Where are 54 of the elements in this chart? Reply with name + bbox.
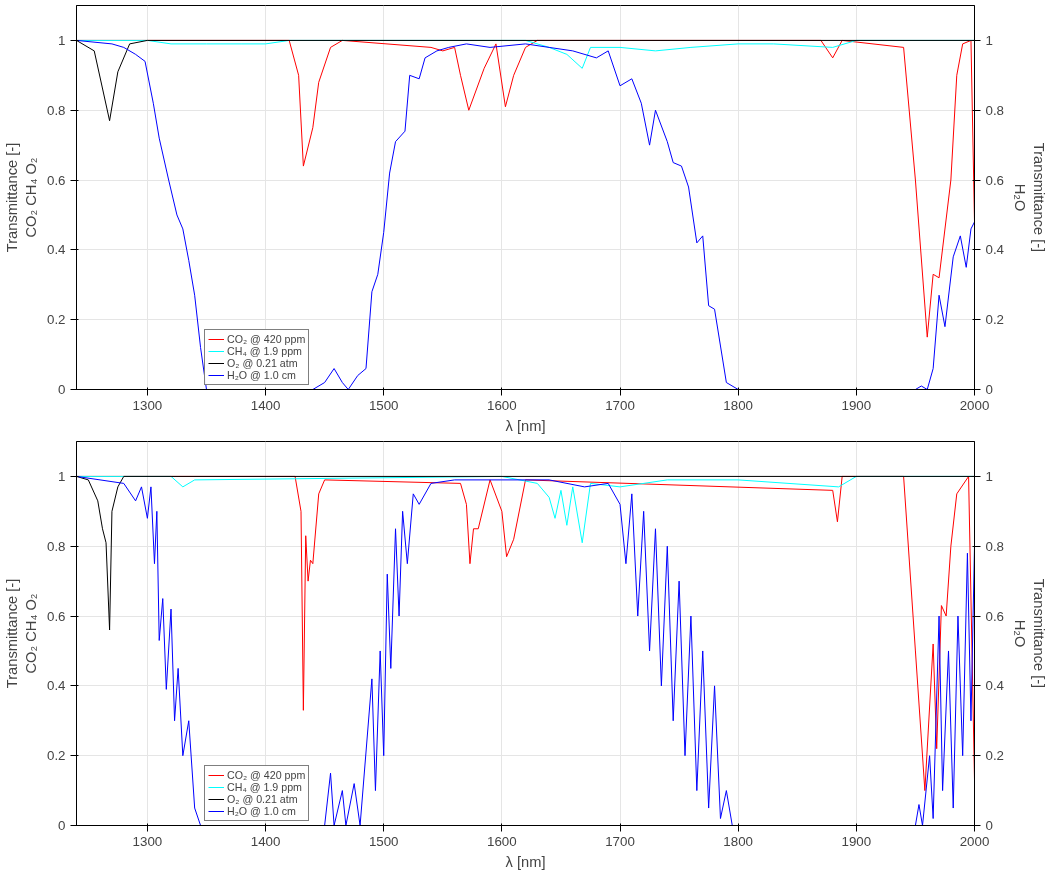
y-tick-label: 0 bbox=[58, 382, 66, 397]
x-tick-label: 2000 bbox=[959, 397, 990, 413]
x-tick-label: 1800 bbox=[723, 833, 754, 849]
y2-tick-label: 0 bbox=[985, 818, 993, 833]
legend-label: H₂O @ 1.0 cm bbox=[227, 805, 296, 817]
y-tick-label: 0.2 bbox=[46, 748, 66, 764]
y-tick-label: 0.6 bbox=[46, 172, 66, 188]
y2-tick-label: 1 bbox=[985, 32, 993, 48]
legend-label: CO₂ @ 420 ppm bbox=[227, 333, 306, 345]
x-tick-label: 1700 bbox=[605, 833, 635, 849]
y2-axis-title: Transmittance [-] H₂O bbox=[1012, 142, 1048, 253]
y2-tick-label: 0.4 bbox=[985, 678, 1005, 694]
y2-tick-label: 0.6 bbox=[985, 172, 1005, 188]
y-tick-label: 0.8 bbox=[46, 538, 66, 554]
y2-tick-label: 0.6 bbox=[985, 608, 1005, 624]
y2-tick-label: 1 bbox=[985, 468, 993, 484]
y-tick-label: 0.2 bbox=[46, 312, 66, 328]
y-tick-label: 1 bbox=[58, 468, 66, 484]
y-axis-title: Transmittance [-] CO₂ CH₄ O₂ bbox=[3, 578, 39, 689]
x-tick-label: 1400 bbox=[250, 833, 281, 849]
legend-label: O₂ @ 0.21 atm bbox=[227, 793, 298, 805]
legend-label: H₂O @ 1.0 cm bbox=[227, 369, 296, 381]
y2-axis-title: Transmittance [-] H₂O bbox=[1012, 578, 1048, 689]
x-tick-label: 2000 bbox=[959, 833, 990, 849]
y-tick-label: 0.6 bbox=[46, 608, 66, 624]
x-tick-label: 1500 bbox=[368, 397, 399, 413]
y-axis-title: Transmittance [-] CO₂ CH₄ O₂ bbox=[3, 142, 39, 253]
y2-tick-label: 0.2 bbox=[985, 312, 1005, 328]
x-tick-label: 1300 bbox=[132, 833, 163, 849]
x-axis-title: λ [nm] bbox=[505, 853, 546, 870]
x-tick-label: 1900 bbox=[841, 833, 872, 849]
y2-tick-label: 0.8 bbox=[985, 538, 1005, 554]
y-tick-label: 0.8 bbox=[46, 102, 66, 118]
x-tick-label: 1400 bbox=[250, 397, 281, 413]
y-tick-label: 0.4 bbox=[46, 678, 67, 694]
y-tick-label: 0 bbox=[58, 818, 66, 833]
x-tick-label: 1600 bbox=[487, 397, 517, 413]
x-tick-label: 1300 bbox=[132, 397, 163, 413]
y2-tick-label: 0 bbox=[985, 382, 993, 397]
legend-label: CH₄ @ 1.9 ppm bbox=[227, 345, 302, 357]
y-tick-label: 0.4 bbox=[46, 242, 67, 258]
y2-tick-label: 0.2 bbox=[985, 748, 1005, 764]
x-axis-title: λ [nm] bbox=[505, 417, 546, 434]
legend-label: O₂ @ 0.21 atm bbox=[227, 357, 298, 369]
x-tick-label: 1700 bbox=[605, 397, 635, 413]
y-tick-label: 1 bbox=[58, 32, 66, 48]
x-tick-label: 1600 bbox=[487, 833, 517, 849]
legend-label: CO₂ @ 420 ppm bbox=[227, 769, 306, 781]
x-tick-label: 1800 bbox=[723, 397, 754, 413]
y2-tick-label: 0.8 bbox=[985, 102, 1005, 118]
x-tick-label: 1900 bbox=[841, 397, 872, 413]
x-tick-label: 1500 bbox=[368, 833, 399, 849]
legend-label: CH₄ @ 1.9 ppm bbox=[227, 781, 302, 793]
y2-tick-label: 0.4 bbox=[985, 242, 1005, 258]
